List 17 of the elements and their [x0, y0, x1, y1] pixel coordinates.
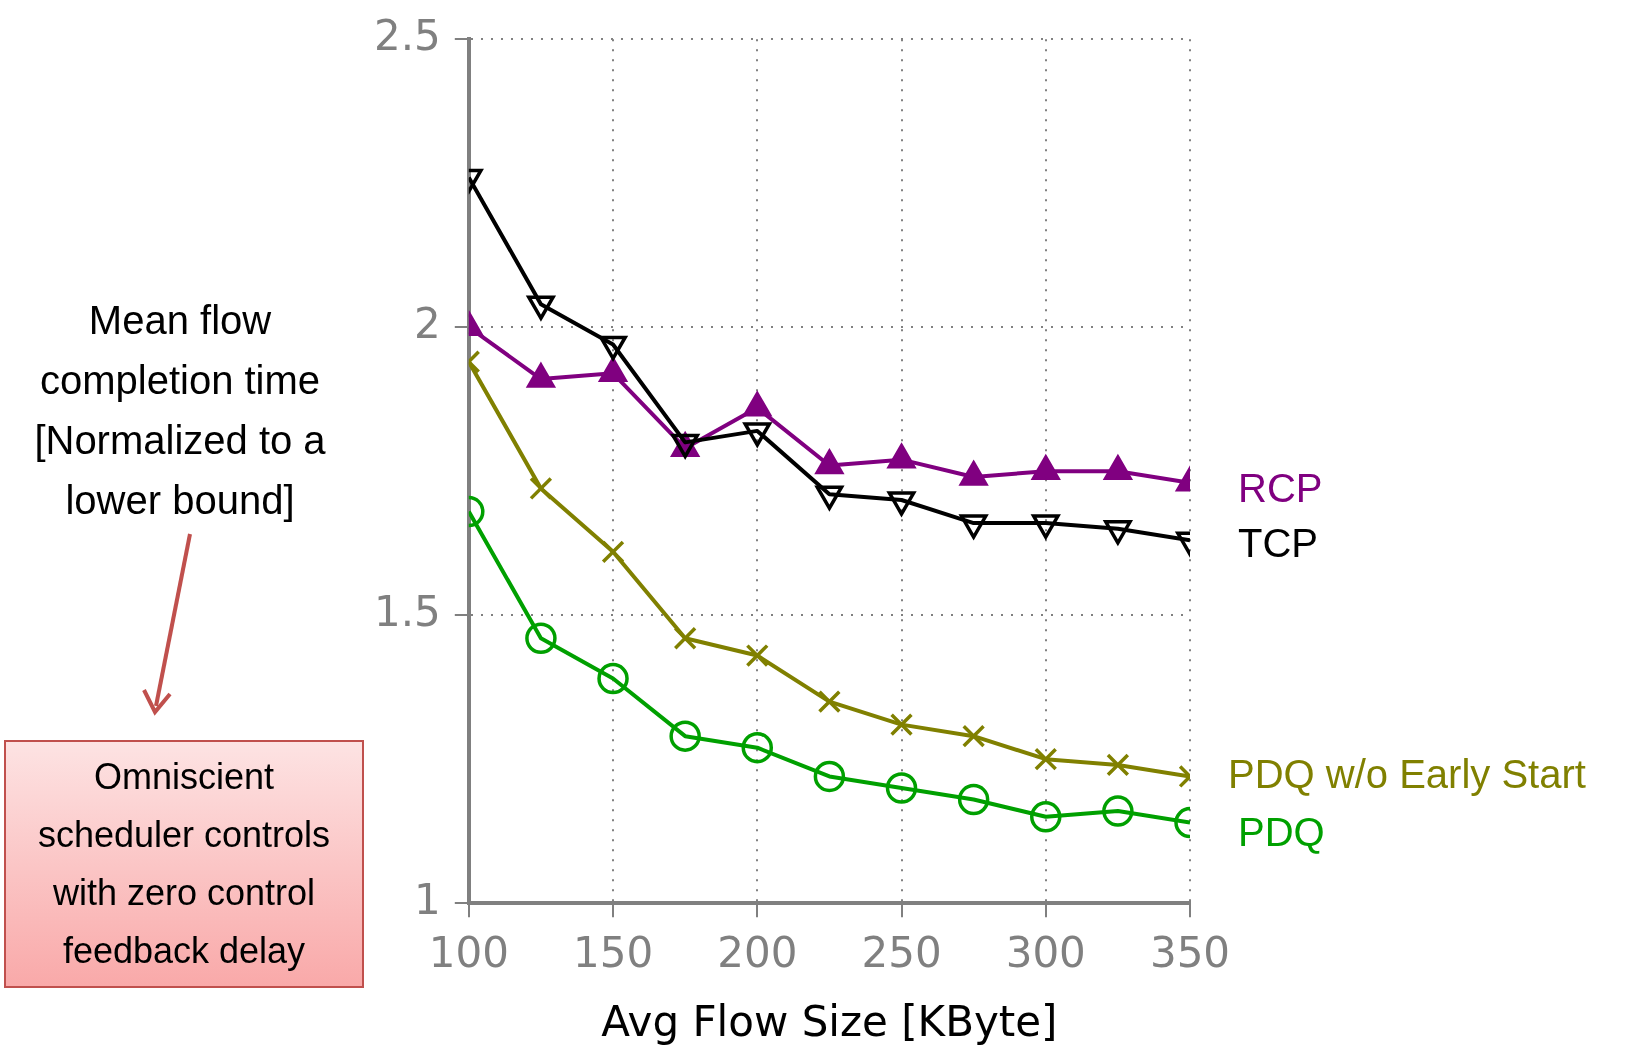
- series-label: PDQ: [1238, 809, 1325, 854]
- y-tick-label: 1: [414, 875, 441, 925]
- y-axis-title: Mean flow completion time [Normalized to a lower bound]: [33, 297, 327, 524]
- x-tick-label: 300: [1005, 928, 1086, 978]
- x-tick-label: 200: [717, 928, 798, 978]
- x-axis-title: Avg Flow Size [KByte]: [601, 996, 1058, 1046]
- series-label: PDQ w/o Early Start: [1228, 751, 1586, 796]
- x-tick-label: 250: [861, 928, 942, 978]
- x-tick-label: 350: [1149, 928, 1231, 978]
- x-tick-label: 100: [428, 928, 509, 978]
- series-label: RCP: [1238, 465, 1323, 510]
- series-label: TCP: [1238, 521, 1318, 566]
- text: Omniscient scheduler controls with zero control feedback delay: [4, 740, 364, 988]
- x-tick-label: 150: [572, 928, 654, 978]
- y-tick-label: 2.5: [374, 11, 441, 61]
- y-tick-label: 2: [414, 299, 441, 349]
- y-tick-label: 1.5: [374, 587, 441, 637]
